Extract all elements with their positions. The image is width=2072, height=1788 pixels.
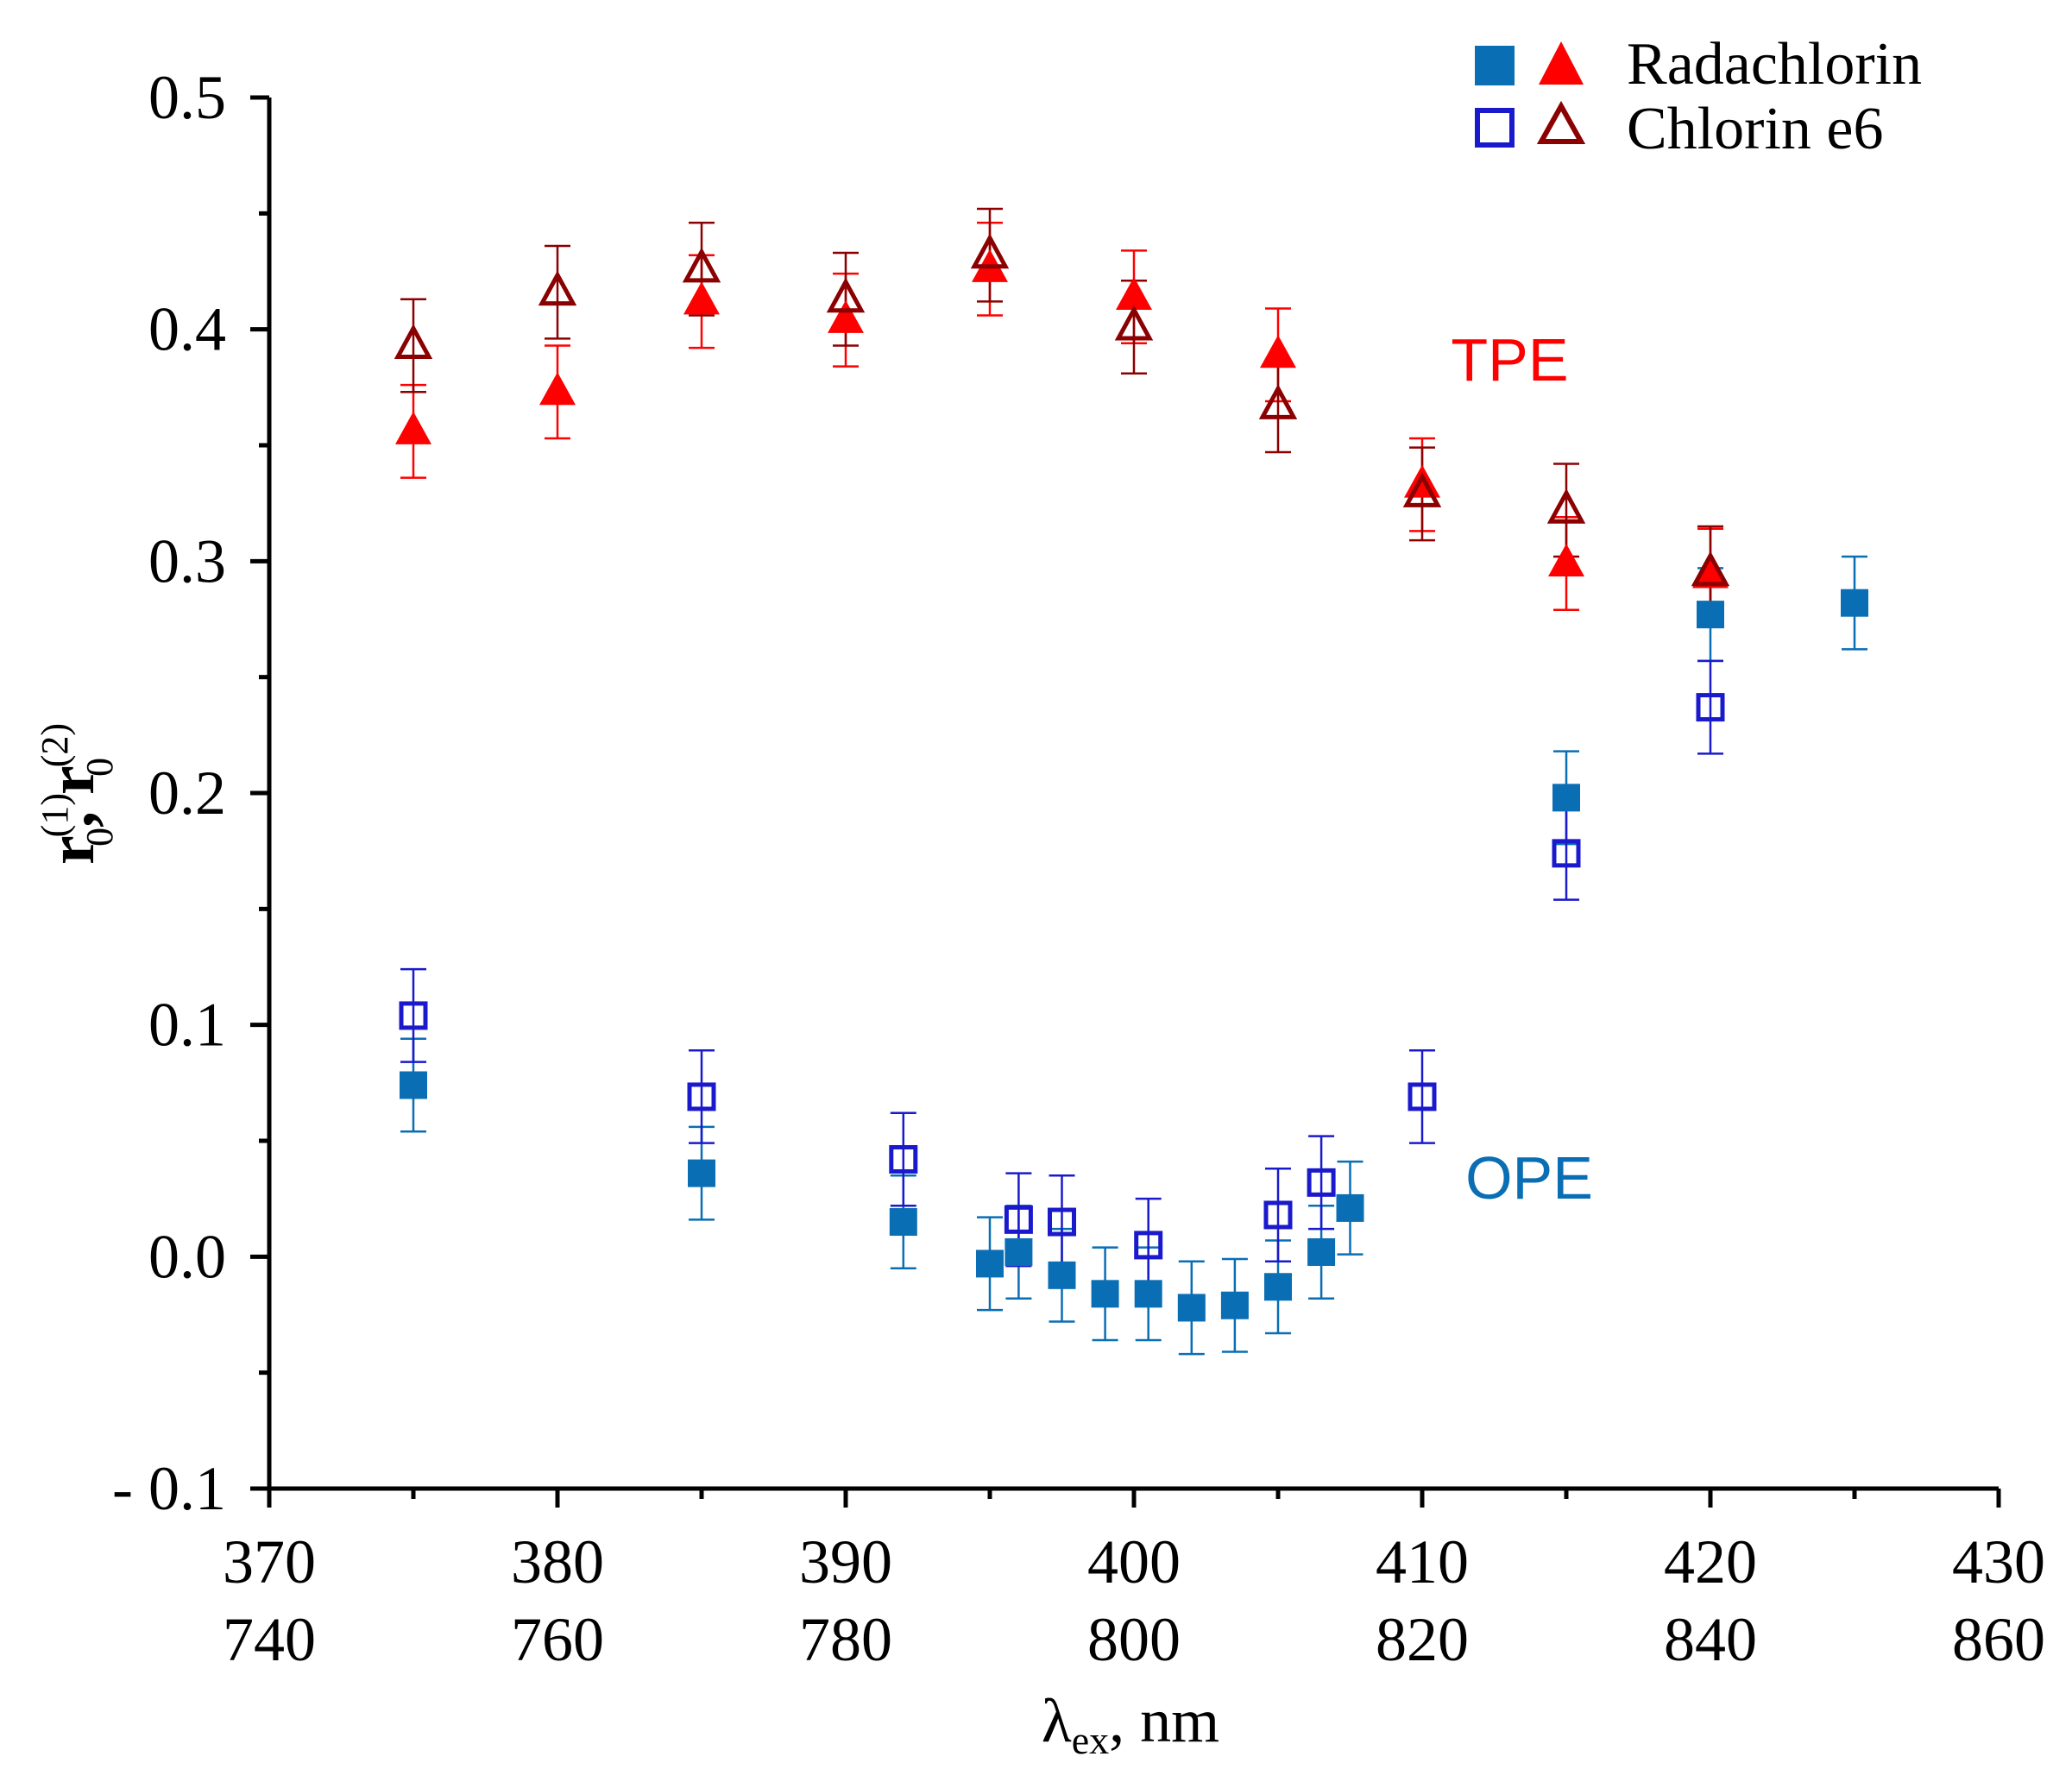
chlorin-e6-tpe-point [682,247,721,283]
chlorin-e6-ope-error-bar [400,967,426,1063]
legend-label-radachlorin: Radachlorin [1627,31,1922,98]
annotation-tpe: TPE [1451,326,1568,393]
x-tick-label-top: 400 [1087,1527,1181,1596]
x-tick-label-bottom: 760 [511,1605,604,1674]
legend-radachlorin-square-marker [1475,46,1515,85]
x-tick-label-top: 390 [799,1527,892,1596]
y-tick-label: 0.2 [148,759,226,828]
legend-chlorin-e6-triangle-marker [1536,100,1586,144]
x-tick-label-bottom: 820 [1376,1605,1469,1674]
radachlorin-tpe-point [539,372,576,406]
y-tick-label: - 0.1 [112,1454,226,1523]
radachlorin-ope-point [400,1071,427,1099]
radachlorin-ope-point [1048,1261,1076,1289]
chlorin-e6-ope-error-bar [1409,1048,1435,1144]
radachlorin-ope-point [1552,784,1580,812]
x-tick-label-top: 370 [223,1527,316,1596]
chlorin-e6-ope-error-bar [1553,805,1579,901]
radachlorin-ope-point [688,1159,715,1187]
radachlorin-ope-point [1177,1294,1206,1322]
radachlorin-tpe-point [1116,277,1152,311]
data-markers [394,233,1868,1322]
y-tick-label: 0.5 [148,63,226,132]
chlorin-e6-ope-point [1696,693,1725,722]
radachlorin-ope-point [1134,1280,1162,1308]
radachlorin-ope-point [1091,1280,1119,1308]
annotation-ope: OPE [1465,1144,1593,1212]
radachlorin-ope-point [1336,1193,1364,1222]
chlorin-e6-ope-point [889,1144,918,1174]
x-axis-title: λex, nm [1042,1686,1219,1762]
x-tick-label-bottom: 780 [799,1605,892,1674]
y-axis-title: r(1)0, r(2)0 [34,723,121,865]
x-tick-label-bottom: 840 [1664,1605,1757,1674]
x-tick-label-bottom: 800 [1087,1605,1181,1674]
chlorin-e6-tpe-error-bar [545,244,570,340]
x-tick-label-top: 420 [1664,1527,1757,1596]
chlorin-e6-tpe-point [394,324,433,359]
radachlorin-ope-point [1841,589,1868,617]
chlorin-e6-ope-error-bar [689,1048,715,1144]
chlorin-e6-tpe-point [1691,551,1730,587]
chlorin-e6-ope-error-bar [1135,1197,1162,1293]
legend: Radachlorin Chlorin e6 [1475,31,1922,162]
chlorin-e6-ope-point [687,1082,716,1111]
y-tick-label: 0.0 [148,1222,226,1291]
y-tick-label: 0.1 [148,991,226,1060]
chlorin-e6-ope-point [1263,1200,1293,1230]
radachlorin-tpe-point [1260,335,1296,368]
chlorin-e6-tpe-error-bar [400,298,426,393]
chlorin-e6-ope-point [399,1001,428,1030]
axes [250,95,2001,1508]
chlorin-e6-tpe-point [538,270,577,306]
chlorin-e6-ope-error-bar [890,1111,916,1207]
chlorin-e6-tpe-point [826,277,866,313]
chlorin-e6-tpe-point [1258,384,1298,419]
chlorin-e6-ope-error-bar [1697,659,1723,755]
chlorin-e6-tpe-point [1114,305,1154,341]
radachlorin-tpe-point [1404,464,1440,498]
legend-radachlorin-triangle-marker [1539,41,1584,85]
radachlorin-ope-point [976,1250,1004,1278]
radachlorin-ope-point [889,1208,917,1237]
chlorin-e6-tpe-point [1546,488,1586,524]
radachlorin-ope-point [1697,601,1724,629]
chlorin-e6-ope-error-bar [1308,1135,1335,1231]
x-tick-label-top: 430 [1952,1527,2045,1596]
radachlorin-ope-point [1264,1273,1292,1301]
tick-labels: 370 740 380 760 390 780 400 800 410 820 420 840 430 8… [112,63,2045,1674]
x-tick-label-bottom: 740 [223,1605,316,1674]
legend-label-chlorin-e6: Chlorin e6 [1627,96,1883,162]
chlorin-e6-tpe-point [970,233,1010,269]
radachlorin-ope-point [1307,1237,1336,1266]
chlorin-e6-ope-point [1552,839,1581,868]
radachlorin-tpe-point [1548,544,1584,577]
chlorin-e6-ope-error-bar [1265,1167,1291,1262]
chlorin-e6-ope-point [1307,1168,1336,1197]
legend-chlorin-e6-square-marker [1475,108,1515,148]
radachlorin-ope-point [1220,1291,1249,1319]
error-bars [400,207,1867,1356]
chlorin-e6-ope-point [1134,1231,1163,1260]
radachlorin-tpe-point [683,281,720,315]
chlorin-e6-ope-point [1004,1205,1033,1234]
x-tick-label-top: 410 [1376,1527,1469,1596]
y-tick-label: 0.3 [148,526,226,595]
x-tick-label-bottom: 860 [1952,1605,2045,1674]
chlorin-e6-ope-error-bar [1049,1174,1075,1270]
chlorin-e6-ope-point [1048,1207,1076,1237]
radachlorin-ope-point [1005,1237,1033,1266]
x-tick-label-top: 380 [511,1527,604,1596]
radachlorin-tpe-point [395,411,431,444]
chlorin-e6-tpe-point [1402,472,1442,507]
y-tick-label: 0.4 [148,295,226,364]
chlorin-e6-ope-point [1408,1082,1437,1111]
radachlorin-tpe-point [1692,555,1729,589]
radachlorin-tpe-point [828,299,864,333]
